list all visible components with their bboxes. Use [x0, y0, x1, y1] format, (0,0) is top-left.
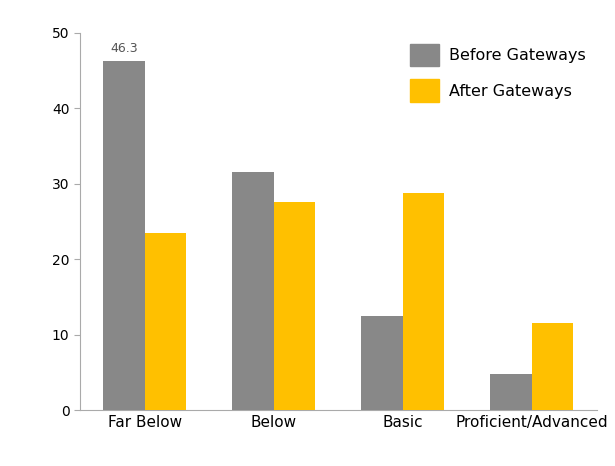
- Legend: Before Gateways, After Gateways: Before Gateways, After Gateways: [407, 41, 589, 105]
- Bar: [362, 316, 403, 410]
- Text: 46.3: 46.3: [110, 42, 138, 55]
- Bar: [532, 323, 573, 410]
- Bar: [232, 172, 274, 410]
- Bar: [403, 193, 444, 410]
- Bar: [145, 233, 186, 410]
- Bar: [491, 374, 532, 410]
- Bar: [103, 61, 145, 410]
- Bar: [274, 202, 315, 410]
